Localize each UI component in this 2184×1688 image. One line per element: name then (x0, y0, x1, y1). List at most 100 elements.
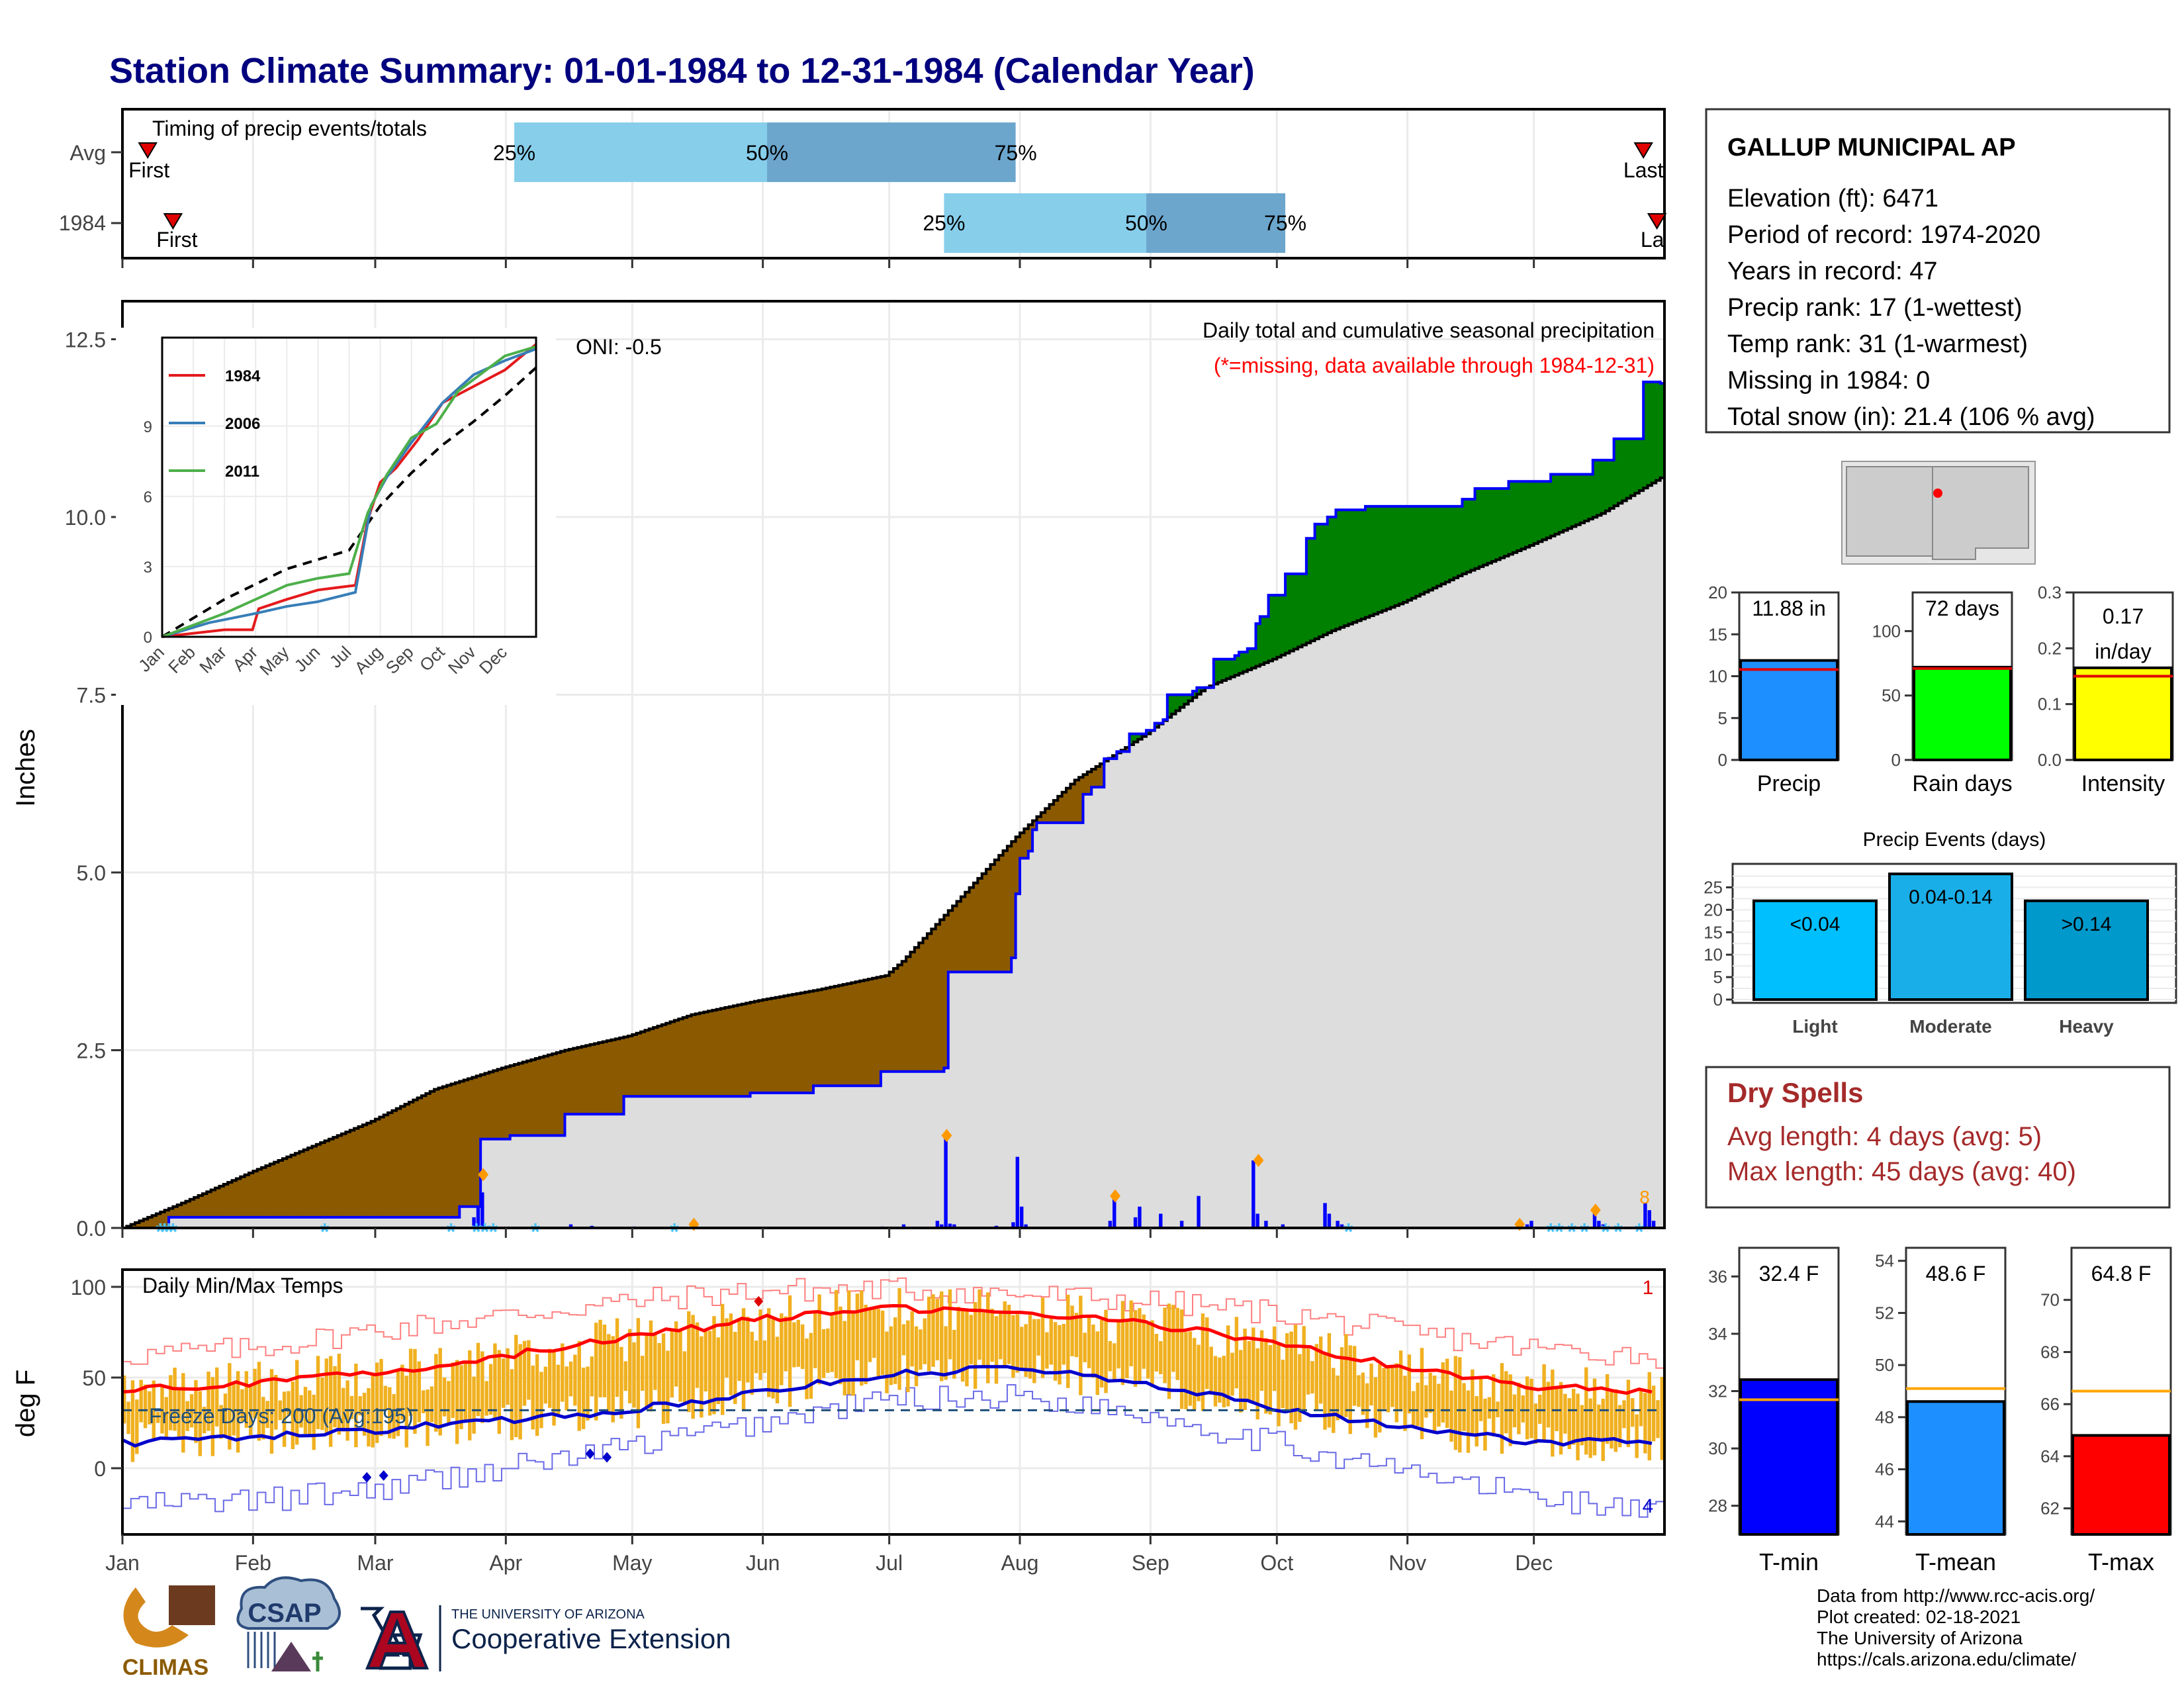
daily-temp-bar (396, 1370, 400, 1436)
precip-deficit-area (303, 1149, 308, 1217)
daily-temp-bar (771, 1319, 775, 1399)
precip-deficit-area (269, 1164, 275, 1217)
main-y-tick-label: 10.0 (65, 506, 106, 530)
precip-deficit-area (919, 943, 924, 1072)
daily-temp-bar (320, 1377, 324, 1430)
precip-deficit-area (1113, 755, 1118, 759)
daily-temp-bar (1285, 1333, 1289, 1409)
daily-temp-bar (552, 1351, 556, 1426)
inset-bg (116, 328, 556, 705)
daily-temp-bar (261, 1397, 265, 1440)
precip-surplus-area (1479, 489, 1484, 567)
daily-temp-bar (746, 1317, 750, 1383)
precip-surplus-area (1584, 474, 1590, 522)
daily-temp-bar (695, 1322, 700, 1388)
timing-year-25-label: 25% (923, 211, 965, 235)
daily-temp-bar (981, 1312, 986, 1368)
rain-days-label: Rain days (1912, 771, 2012, 796)
intensity-tick-label: 0.0 (2038, 750, 2062, 770)
tmean-value: 48.6 F (1926, 1262, 1986, 1286)
daily-temp-bar (1631, 1398, 1635, 1427)
main-y-tick-label: 2.5 (77, 1039, 106, 1063)
daily-temp-bar (501, 1358, 506, 1408)
precip-deficit-area (447, 1085, 452, 1217)
daily-temp-bar (940, 1291, 944, 1382)
station-info-line: Precip rank: 17 (1-wettest) (1727, 294, 2023, 322)
precip-deficit-area (1019, 833, 1025, 859)
precip-deficit-area (805, 992, 810, 1093)
daily-temp-bar (1129, 1300, 1133, 1366)
precip-surplus-area (1601, 460, 1606, 514)
precip-surplus-area (1626, 438, 1631, 498)
daily-temp-bar (1432, 1376, 1437, 1434)
daily-temp-bar (1247, 1340, 1251, 1402)
precip-deficit-area (649, 1029, 654, 1097)
precip-deficit-area (746, 1003, 751, 1097)
daily-temp-bar (1487, 1397, 1492, 1419)
precip-surplus-area (1365, 506, 1371, 618)
precip-events-tick-label: 15 (1704, 922, 1723, 942)
precip-deficit-area (341, 1133, 347, 1217)
precip-deficit-area (948, 910, 953, 972)
daily-temp-bar (1617, 1405, 1622, 1448)
daily-temp-bar (1213, 1356, 1218, 1407)
precip-surplus-area (1184, 694, 1189, 704)
timing-year-75-label: 75% (1264, 211, 1306, 235)
rain-days-tick-label: 100 (1872, 621, 1901, 641)
precip-deficit-area (392, 1110, 397, 1217)
daily-temp-bar (1475, 1396, 1479, 1447)
daily-temp-bar (851, 1311, 855, 1396)
daily-temp-bar (1407, 1354, 1412, 1414)
precip-surplus-area (1597, 460, 1602, 516)
footer-line: https://cals.arizona.edu/climate/ (1817, 1649, 2076, 1669)
precip-deficit-area (565, 1050, 570, 1115)
daily-temp-bar (1095, 1331, 1099, 1395)
daily-temp-bar (426, 1389, 430, 1446)
daily-temp-bar (337, 1354, 341, 1435)
daily-temp-bar (543, 1366, 548, 1404)
precip-events-tick-label: 10 (1704, 945, 1723, 964)
precip-deficit-area (632, 1034, 637, 1097)
precip-surplus-area (1318, 524, 1324, 637)
tmax-value: 64.8 F (2091, 1262, 2152, 1286)
daily-precip-bar (1015, 1156, 1020, 1228)
daily-temp-bar (1091, 1324, 1095, 1378)
daily-temp-bar (1070, 1305, 1074, 1356)
daily-temp-bar (1361, 1372, 1365, 1415)
daily-temp-bar (1087, 1316, 1091, 1368)
station-info-line: Missing in 1984: 0 (1727, 367, 1930, 395)
precip-deficit-area (657, 1025, 662, 1097)
precip-deficit-area (952, 906, 958, 972)
month-label: Sep (1132, 1551, 1169, 1575)
daily-precip-bar (1197, 1196, 1201, 1228)
tmax-bar (2071, 1434, 2171, 1536)
daily-temp-bar (994, 1316, 999, 1384)
daily-temp-bar (1310, 1361, 1314, 1394)
precip-surplus-area (1656, 381, 1661, 481)
precip-surplus-area (1445, 506, 1451, 583)
precip-deficit-area (223, 1184, 228, 1217)
daily-temp-bar (400, 1364, 404, 1420)
precip-surplus-area (1538, 481, 1543, 542)
daily-temp-bar (657, 1342, 661, 1403)
daily-temp-bar (666, 1350, 670, 1424)
daily-temp-bar (965, 1311, 969, 1387)
map-state-nm (1932, 466, 2029, 560)
precip-surplus-area (1521, 481, 1526, 549)
daily-temp-bar (826, 1328, 830, 1373)
daily-temp-bar (627, 1329, 632, 1403)
precip-surplus-area (1154, 723, 1160, 727)
daily-temp-bar (573, 1354, 577, 1406)
daily-temp-bar (1588, 1398, 1592, 1458)
precip-deficit-area (244, 1174, 250, 1217)
precip-deficit-area (935, 924, 940, 1072)
daily-temp-bar (135, 1399, 139, 1454)
daily-temp-bar (257, 1362, 261, 1441)
precip-deficit-area (354, 1128, 359, 1217)
temp-record-marker (602, 1452, 612, 1463)
daily-temp-bar (148, 1391, 152, 1425)
daily-temp-bar (130, 1380, 135, 1462)
precip-surplus-area (1336, 510, 1341, 630)
daily-temp-bar (805, 1338, 809, 1399)
daily-temp-bar (1394, 1363, 1398, 1423)
